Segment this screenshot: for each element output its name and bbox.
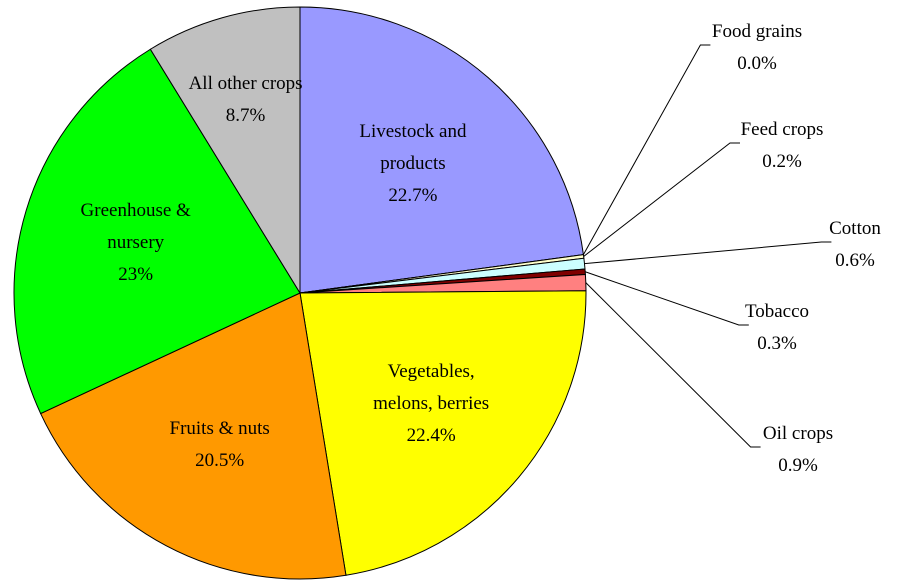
leader-line: [585, 282, 761, 448]
leader-line: [584, 241, 832, 265]
value-label: 0.6%: [835, 250, 875, 271]
value-label: 0.3%: [757, 333, 797, 354]
category-label: Feed crops: [740, 119, 824, 140]
category-label: Oil crops: [762, 423, 834, 444]
category-label: Cotton: [829, 218, 881, 239]
slice-label: Fruits & nuts 20.5%: [145, 413, 295, 477]
pie-slice: [299, 290, 587, 576]
slice-label: Livestock and products 22.7%: [338, 116, 488, 212]
slice-label: Vegetables, melons, berries 22.4%: [356, 356, 506, 452]
value-label: 0.2%: [762, 151, 802, 172]
slice-label: Food grains 0.0%: [712, 16, 802, 80]
pie-slice: [13, 48, 301, 415]
pie-slice: [149, 6, 301, 295]
slice-label: Oil crops 0.9%: [763, 418, 833, 482]
leader-line: [583, 142, 740, 257]
pie-slice: [299, 6, 584, 294]
category-label: Food grains: [711, 21, 803, 42]
slice-label: Greenhouse & nursery 23%: [61, 195, 211, 291]
leader-line: [582, 44, 711, 255]
category-label: Greenhouse & nursery: [80, 200, 191, 254]
category-label: Fruits & nuts: [169, 417, 270, 439]
slice-label: All other crops 8.7%: [171, 68, 321, 132]
slice-label: Feed crops 0.2%: [741, 114, 824, 178]
value-label: 20.5%: [195, 449, 245, 471]
value-label: 0.0%: [737, 53, 777, 74]
category-label: All other crops: [188, 73, 303, 95]
value-label: 23%: [118, 264, 154, 286]
category-label: Livestock and products: [359, 120, 467, 174]
slice-label: Tobacco 0.3%: [745, 296, 809, 360]
value-label: 22.7%: [388, 184, 438, 206]
leader-line: [585, 271, 749, 326]
pie-slice: [39, 292, 347, 580]
value-label: 22.4%: [406, 424, 456, 446]
value-label: 8.7%: [225, 105, 266, 127]
category-label: Tobacco: [744, 301, 810, 322]
slice-label: Cotton 0.6%: [829, 213, 881, 277]
value-label: 0.9%: [778, 455, 818, 476]
category-label: Vegetables, melons, berries: [373, 360, 490, 414]
